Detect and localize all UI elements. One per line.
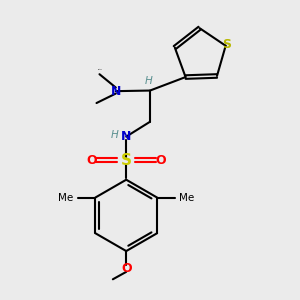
Text: S: S — [121, 153, 132, 168]
Text: N: N — [121, 130, 131, 143]
Text: S: S — [222, 38, 231, 51]
Text: H: H — [145, 76, 152, 86]
Text: Me: Me — [58, 193, 73, 202]
Text: H: H — [111, 130, 119, 140]
Text: Me: Me — [179, 193, 195, 202]
Text: N: N — [111, 85, 121, 98]
Text: O: O — [87, 154, 98, 167]
Text: methyl: methyl — [98, 68, 103, 70]
Text: O: O — [121, 262, 131, 275]
Text: methyl: methyl — [97, 71, 101, 73]
Text: O: O — [155, 154, 166, 167]
